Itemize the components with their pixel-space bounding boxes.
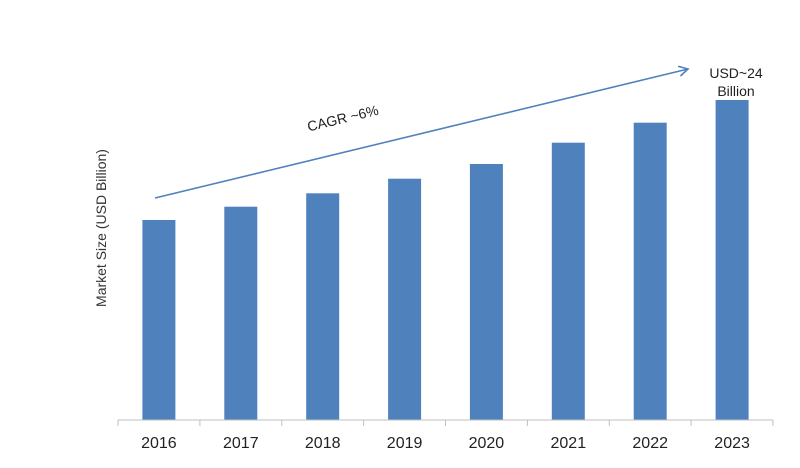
x-tick-label-2022: 2022 (632, 435, 668, 452)
bar-2018 (306, 193, 340, 420)
y-axis-label: Market Size (USD Billion) (93, 149, 109, 307)
bars-layer (142, 100, 749, 420)
x-tick-labels-layer: 2016 2017 2018 2019 2020 2021 2022 2023 (141, 435, 750, 452)
end-value-label-line1: USD~24 (709, 65, 763, 81)
bar-2022 (633, 122, 667, 420)
tick-marks-layer (117, 420, 774, 426)
cagr-arrow (154, 65, 690, 199)
bar-2016 (142, 220, 176, 420)
cagr-label: CAGR ~6% (306, 102, 380, 135)
end-value-label-line2: Billion (717, 83, 754, 99)
bar-2023 (715, 100, 749, 420)
x-tick-label-2016: 2016 (141, 435, 177, 452)
bar-2019 (388, 178, 422, 420)
bar-2020 (469, 164, 503, 420)
bar-2021 (551, 142, 585, 420)
x-tick-label-2020: 2020 (469, 435, 505, 452)
x-tick-label-2017: 2017 (223, 435, 259, 452)
x-tick-label-2023: 2023 (714, 435, 750, 452)
bar-2017 (224, 206, 258, 420)
x-tick-label-2019: 2019 (387, 435, 423, 452)
x-tick-label-2021: 2021 (551, 435, 587, 452)
x-tick-label-2018: 2018 (305, 435, 341, 452)
